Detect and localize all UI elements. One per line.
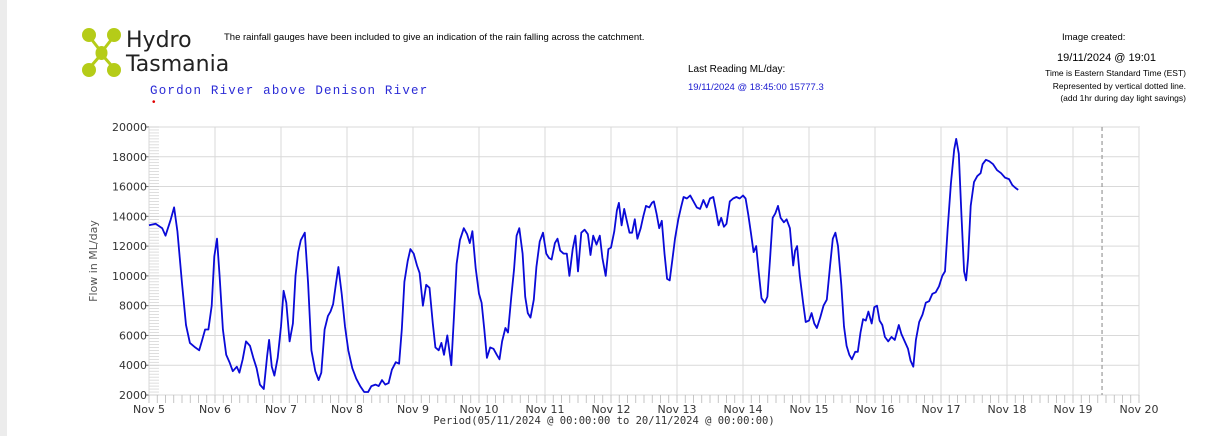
y-tick-label: 2000 — [119, 389, 147, 402]
y-tick-label: 6000 — [119, 329, 147, 342]
last-reading-value: 19/11/2024 @ 18:45:00 15777.3 — [688, 82, 824, 93]
rainfall-note: The rainfall gauges have been included t… — [224, 32, 645, 43]
x-tick-label: Nov 11 — [526, 403, 565, 416]
y-tick-label: 14000 — [112, 210, 147, 223]
flow-series-line — [148, 138, 1019, 393]
x-tick-label: Nov 20 — [1120, 403, 1159, 416]
x-tick-label: Nov 5 — [133, 403, 165, 416]
image-created-value: 19/11/2024 @ 19:01 — [1057, 52, 1157, 64]
timezone-note-2: Represented by vertical dotted line. — [1052, 81, 1186, 91]
timezone-note-1: Time is Eastern Standard Time (EST) — [1045, 68, 1186, 78]
y-tick-label: 18000 — [112, 151, 147, 164]
x-tick-label: Nov 15 — [790, 403, 829, 416]
x-tick-label: Nov 12 — [592, 403, 631, 416]
gauge-marker: • — [152, 97, 156, 108]
x-tick-label: Nov 7 — [265, 403, 297, 416]
y-axis-label: Flow in ML/day — [87, 220, 100, 302]
image-created-label: Image created: — [1062, 32, 1126, 43]
x-tick-label: Nov 14 — [724, 403, 763, 416]
timezone-note-3: (add 1hr during day light savings) — [1060, 93, 1186, 103]
hydro-tasmania-logo — [82, 28, 121, 77]
gauge-name: Gordon River above Denison River — [150, 84, 429, 98]
x-tick-label: Nov 10 — [460, 403, 499, 416]
x-tick-label: Nov 18 — [988, 403, 1027, 416]
x-axis-label: Period(05/11/2024 @ 00:00:00 to 20/11/20… — [433, 415, 774, 427]
y-tick-label: 10000 — [112, 270, 147, 283]
y-tick-label: 8000 — [119, 300, 147, 313]
y-tick-label: 20000 — [112, 121, 147, 134]
x-tick-label: Nov 6 — [199, 403, 231, 416]
x-tick-label: Nov 8 — [331, 403, 363, 416]
y-tick-label: 16000 — [112, 181, 147, 194]
brand-line-1: Hydro — [126, 28, 192, 53]
window-edge — [0, 0, 7, 436]
y-tick-label: 12000 — [112, 240, 147, 253]
logo-mark — [82, 28, 121, 77]
x-tick-label: Nov 16 — [856, 403, 895, 416]
last-reading-label: Last Reading ML/day: — [688, 64, 786, 75]
x-tick-label: Nov 19 — [1054, 403, 1093, 416]
x-tick-label: Nov 9 — [397, 403, 429, 416]
x-tick-label: Nov 17 — [922, 403, 961, 416]
x-tick-label: Nov 13 — [658, 403, 697, 416]
y-tick-label: 4000 — [119, 359, 147, 372]
brand-line-2: Tasmania — [126, 52, 230, 77]
